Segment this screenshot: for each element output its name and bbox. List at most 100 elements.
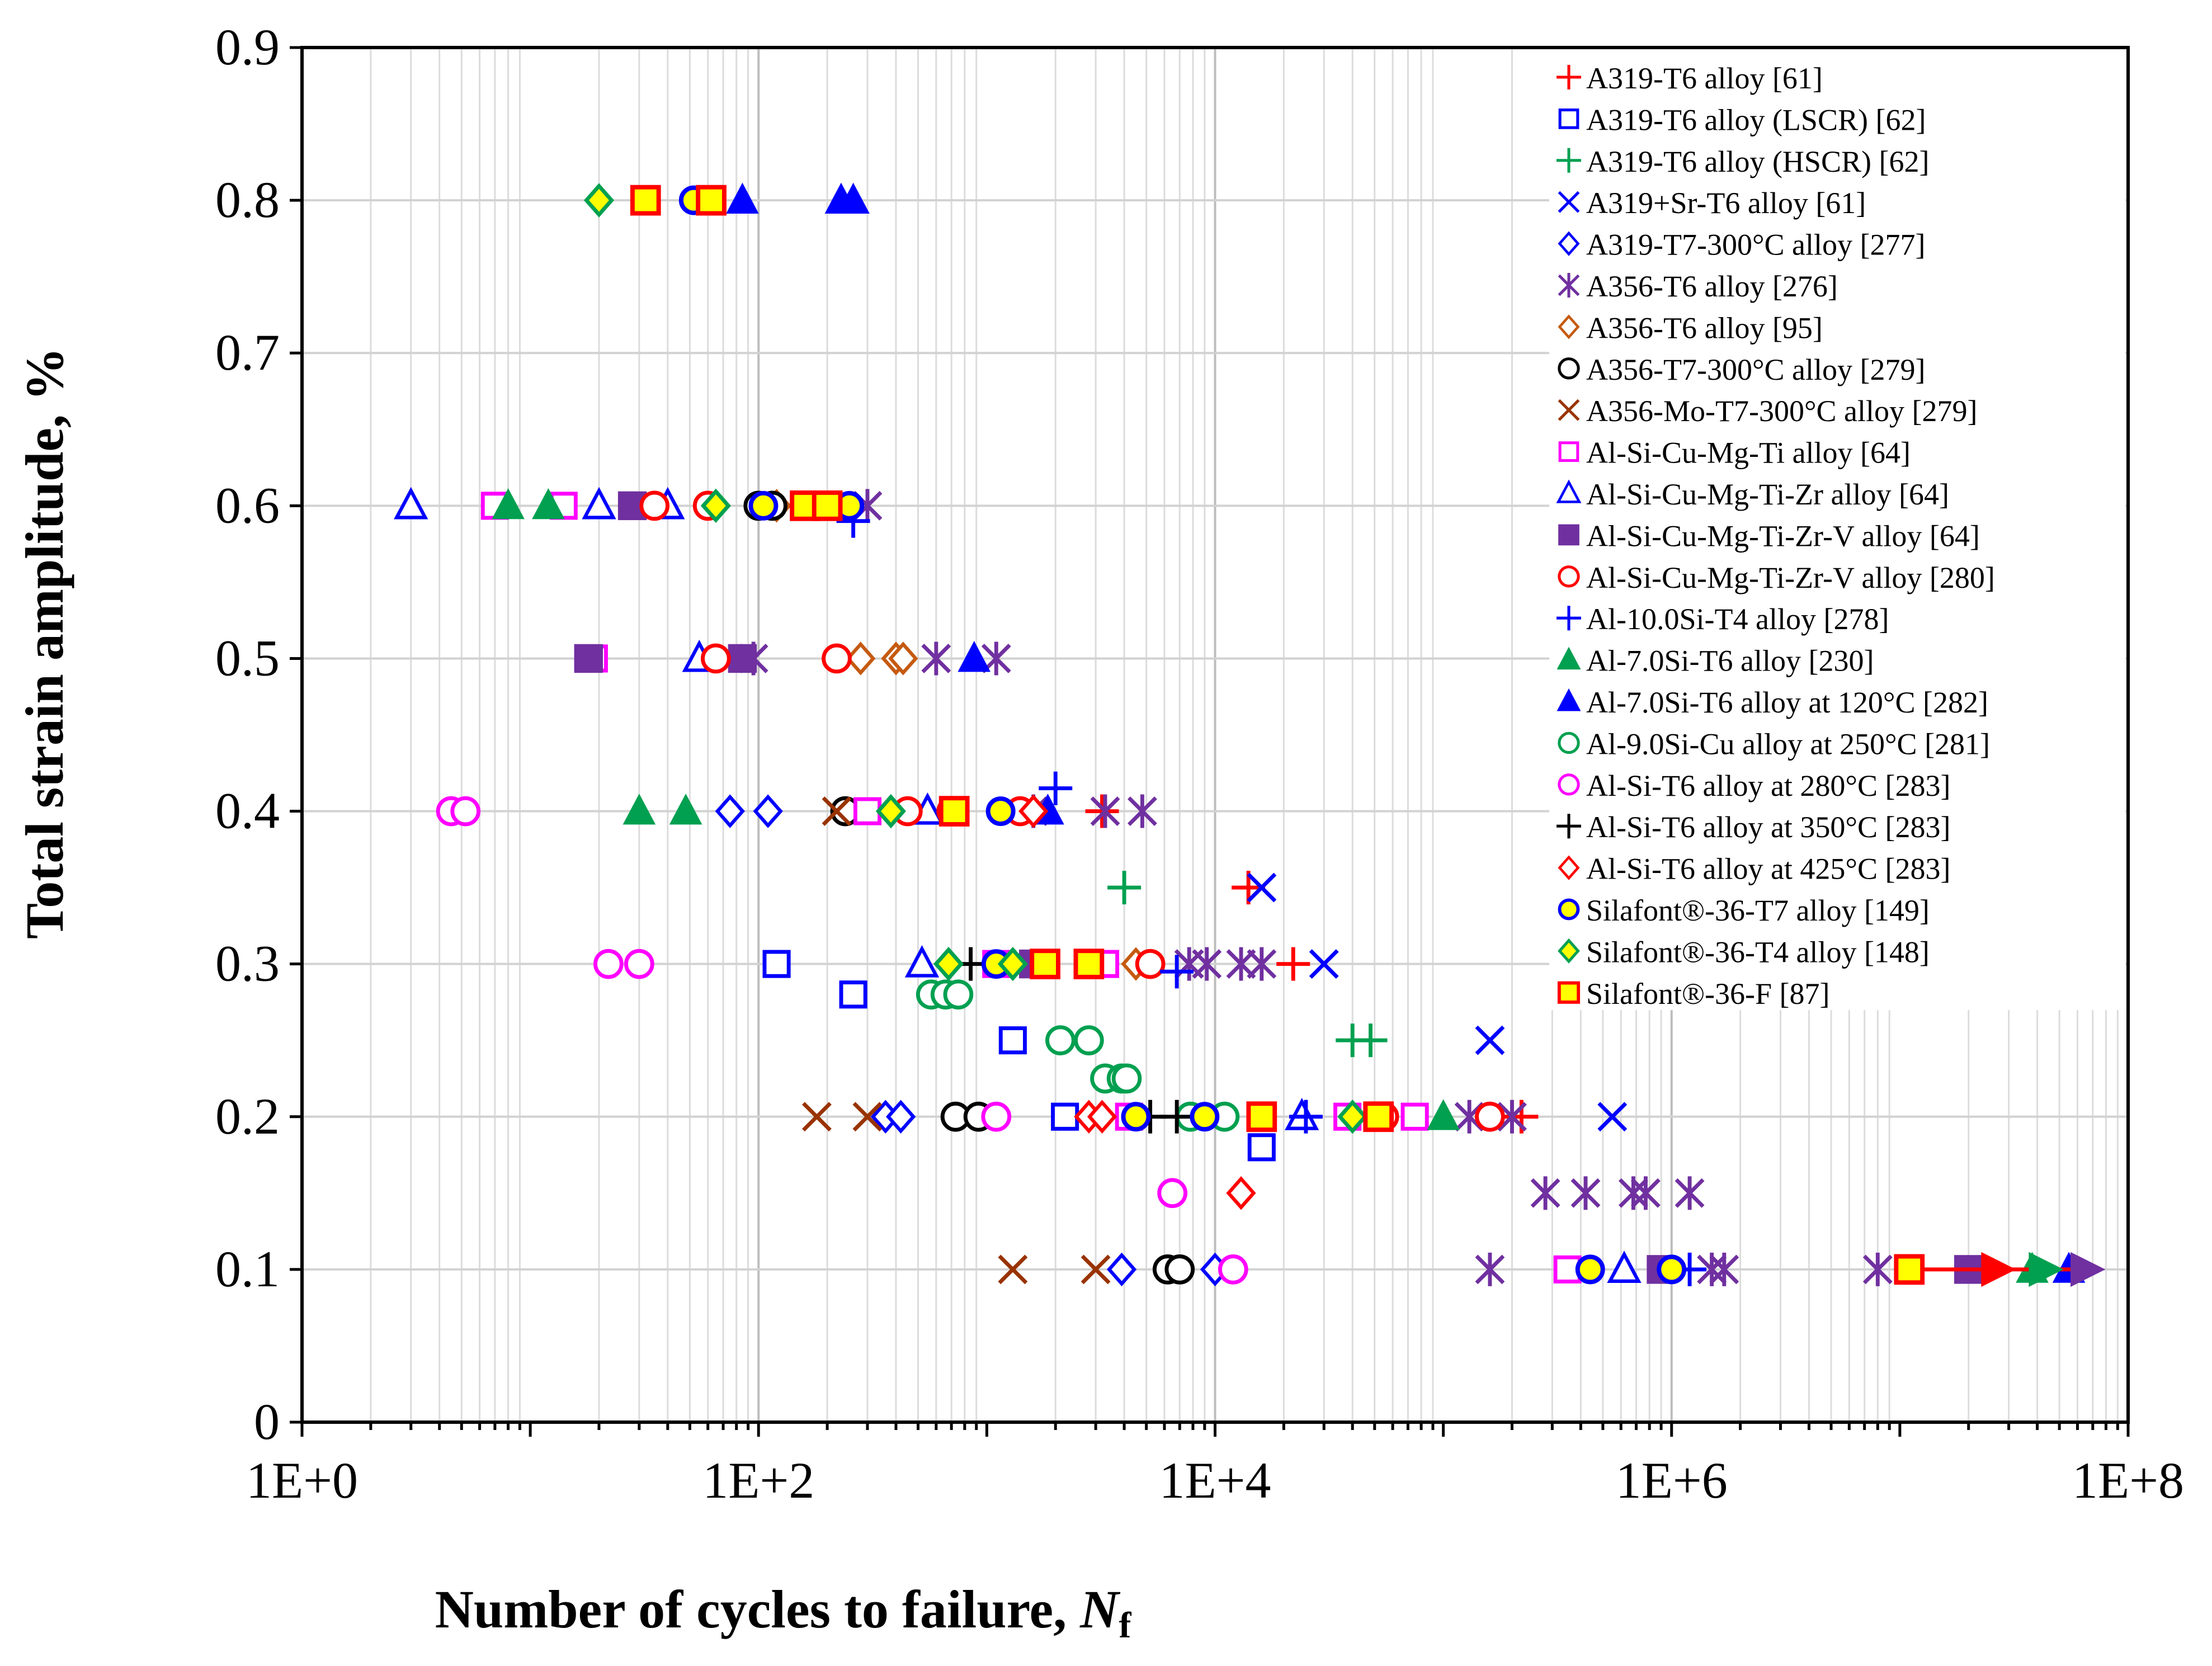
marker-shape xyxy=(1558,938,1580,964)
legend-marker xyxy=(1557,688,1581,711)
marker-shape xyxy=(853,797,882,825)
marker-shape xyxy=(593,948,624,979)
legend-marker xyxy=(1558,855,1580,880)
series-20 xyxy=(1018,794,1256,1210)
data-point xyxy=(888,641,918,676)
data-point xyxy=(1657,1254,1687,1285)
data-point xyxy=(728,644,757,673)
runout-markers xyxy=(1922,1252,2106,1287)
legend-box xyxy=(1549,48,2125,1011)
legend-label: A319-T6 alloy (LSCR) [62] xyxy=(1586,103,1926,136)
data-point xyxy=(812,490,843,521)
legend-marker xyxy=(1557,814,1581,839)
data-point xyxy=(1497,1099,1527,1134)
marker-shape xyxy=(1557,646,1581,670)
marker-shape xyxy=(904,945,940,978)
data-point xyxy=(985,796,1016,827)
marker-shape xyxy=(1164,1254,1195,1285)
marker-shape xyxy=(1018,794,1049,828)
x-tick-label: 1E+8 xyxy=(2072,1452,2184,1509)
data-point xyxy=(1121,1102,1151,1132)
data-point xyxy=(1090,794,1120,828)
legend-item: A356-Mo-T7-300°C alloy [279] xyxy=(1558,394,1978,428)
series-9 xyxy=(801,796,1111,1285)
x-axis-title-text: Number of cycles to failure, xyxy=(435,1579,1081,1639)
marker-stroke xyxy=(1309,949,1339,979)
marker-shape xyxy=(630,185,661,216)
legend-label: Al-Si-T6 alloy at 280°C [283] xyxy=(1586,769,1951,803)
legend-item: A356-T7-300°C alloy [279] xyxy=(1558,353,1926,386)
legend-marker xyxy=(1557,148,1581,173)
marker-stroke xyxy=(801,1102,832,1132)
data-point xyxy=(853,797,882,825)
data-point xyxy=(1045,1025,1076,1056)
legend-label: Silafont®-36-F [87] xyxy=(1586,977,1829,1011)
y-tick-label: 0.9 xyxy=(215,18,280,75)
legend-label: Al-9.0Si-Cu alloy at 250°C [281] xyxy=(1586,727,1990,761)
data-point xyxy=(1630,1176,1661,1210)
marker-stroke xyxy=(1558,399,1580,421)
data-point xyxy=(1111,1063,1142,1094)
legend-label: Al-Si-Cu-Mg-Ti-Zr-V alloy [64] xyxy=(1586,519,1980,553)
data-point xyxy=(1051,1102,1079,1131)
marker-shape xyxy=(1190,1102,1220,1132)
marker-stroke xyxy=(852,1102,883,1132)
legend-background xyxy=(1549,48,2125,1011)
data-point xyxy=(1135,948,1166,979)
marker-shape xyxy=(1121,1102,1151,1132)
y-tick-label: 0.6 xyxy=(215,476,280,534)
data-point xyxy=(532,488,565,520)
marker-shape xyxy=(1045,1025,1076,1056)
data-point xyxy=(1607,1250,1642,1283)
legend-label: A319-T6 alloy [61] xyxy=(1586,62,1823,95)
data-point xyxy=(938,796,970,827)
marker-shape xyxy=(1218,1254,1248,1285)
marker-shape xyxy=(748,490,779,521)
legend-item: Silafont®-36-T4 alloy [148] xyxy=(1558,935,1930,969)
legend-item: Al-7.0Si-T6 alloy [230] xyxy=(1557,644,1874,678)
marker-shape xyxy=(1135,948,1166,979)
legend-item: A356-T6 alloy [276] xyxy=(1558,270,1838,303)
data-point xyxy=(1247,872,1277,903)
legend-marker xyxy=(1557,65,1581,89)
data-point xyxy=(701,643,731,674)
series-3 xyxy=(1107,871,1388,1058)
data-point xyxy=(1475,1025,1505,1055)
legend-marker xyxy=(1558,524,1579,546)
data-point xyxy=(1247,1133,1276,1162)
marker-shape xyxy=(997,946,1028,981)
data-point xyxy=(1074,1025,1104,1056)
legend-marker xyxy=(1558,731,1580,754)
data-point xyxy=(1107,871,1142,905)
marker-shape xyxy=(1400,1102,1429,1131)
series-4 xyxy=(1247,872,1628,1132)
y-tick-label: 0.4 xyxy=(215,782,280,839)
data-point xyxy=(1192,947,1222,981)
data-point xyxy=(1363,1101,1394,1132)
data-points xyxy=(394,182,2106,1287)
legend-label: Al-Si-Cu-Mg-Ti alloy [64] xyxy=(1586,436,1911,470)
marker-shape xyxy=(728,644,757,673)
legend-marker xyxy=(1558,898,1580,921)
data-point xyxy=(748,490,779,521)
x-tick-label: 1E+6 xyxy=(1616,1452,1728,1509)
axes xyxy=(290,46,2130,1437)
data-point xyxy=(1030,948,1060,980)
data-point xyxy=(933,946,964,981)
legend-item: Silafont®-36-T7 alloy [149] xyxy=(1558,894,1930,927)
data-point xyxy=(669,794,702,825)
data-point xyxy=(1164,1254,1195,1285)
legend-label: A356-Mo-T7-300°C alloy [279] xyxy=(1586,394,1978,428)
marker-shape xyxy=(1558,565,1580,588)
data-point xyxy=(1894,1254,1925,1285)
marker-shape xyxy=(1558,898,1580,921)
marker-shape xyxy=(822,643,852,674)
data-point xyxy=(1127,794,1157,828)
marker-shape xyxy=(998,1026,1027,1055)
data-point xyxy=(394,487,428,520)
y-tick-label: 0.2 xyxy=(215,1088,280,1145)
marker-shape xyxy=(1981,1252,2016,1287)
marker-shape xyxy=(617,491,647,521)
legend-item: A319+Sr-T6 alloy [61] xyxy=(1558,186,1866,220)
marker-shape xyxy=(762,950,791,978)
